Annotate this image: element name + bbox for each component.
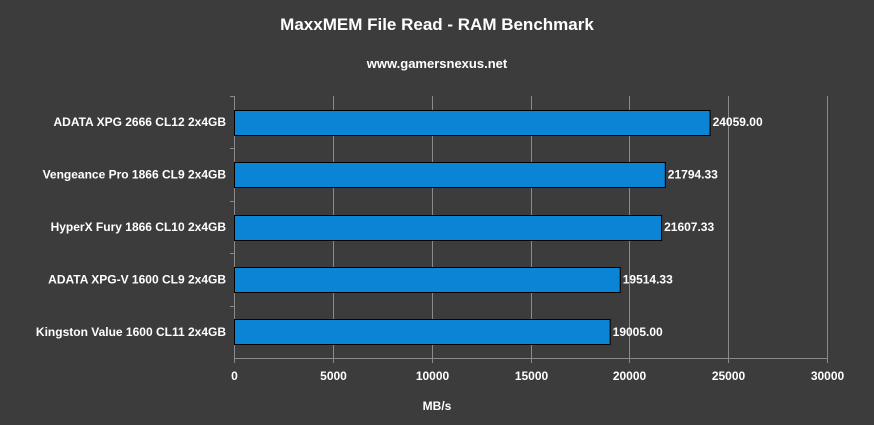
x-tick-label: 0 (231, 369, 238, 383)
x-tick-label: 20000 (613, 369, 647, 383)
category-label: ADATA XPG 2666 CL12 2x4GB (53, 115, 226, 129)
bar (234, 267, 621, 293)
x-tick-label: 15000 (515, 369, 549, 383)
category-label: HyperX Fury 1866 CL10 2x4GB (51, 220, 227, 234)
x-tick-label: 30000 (811, 369, 845, 383)
bar (234, 162, 666, 188)
bar (234, 110, 711, 136)
labels: 0 5000 10000 15000 20000 25000 30000 ADATA XPG … (36, 115, 845, 383)
x-axis-label: MB/s (423, 399, 452, 413)
value-label: 24059.00 (713, 115, 763, 129)
chart-title: MaxxMEM File Read - RAM Benchmark (280, 15, 594, 34)
category-label: ADATA XPG-V 1600 CL9 2x4GB (48, 272, 226, 286)
value-label: 19514.33 (623, 272, 673, 286)
value-label: 19005.00 (613, 325, 663, 339)
x-tick-label: 25000 (712, 369, 746, 383)
bars (234, 110, 711, 345)
x-tick-label: 5000 (320, 369, 347, 383)
value-label: 21607.33 (664, 220, 714, 234)
value-label: 21794.33 (668, 168, 718, 182)
x-tick-label: 10000 (416, 369, 450, 383)
chart-subtitle: www.gamersnexus.net (366, 56, 508, 71)
category-label: Vengeance Pro 1866 CL9 2x4GB (43, 168, 227, 182)
category-label: Kingston Value 1600 CL11 2x4GB (36, 325, 226, 339)
bar (234, 319, 611, 345)
bar (234, 215, 663, 241)
